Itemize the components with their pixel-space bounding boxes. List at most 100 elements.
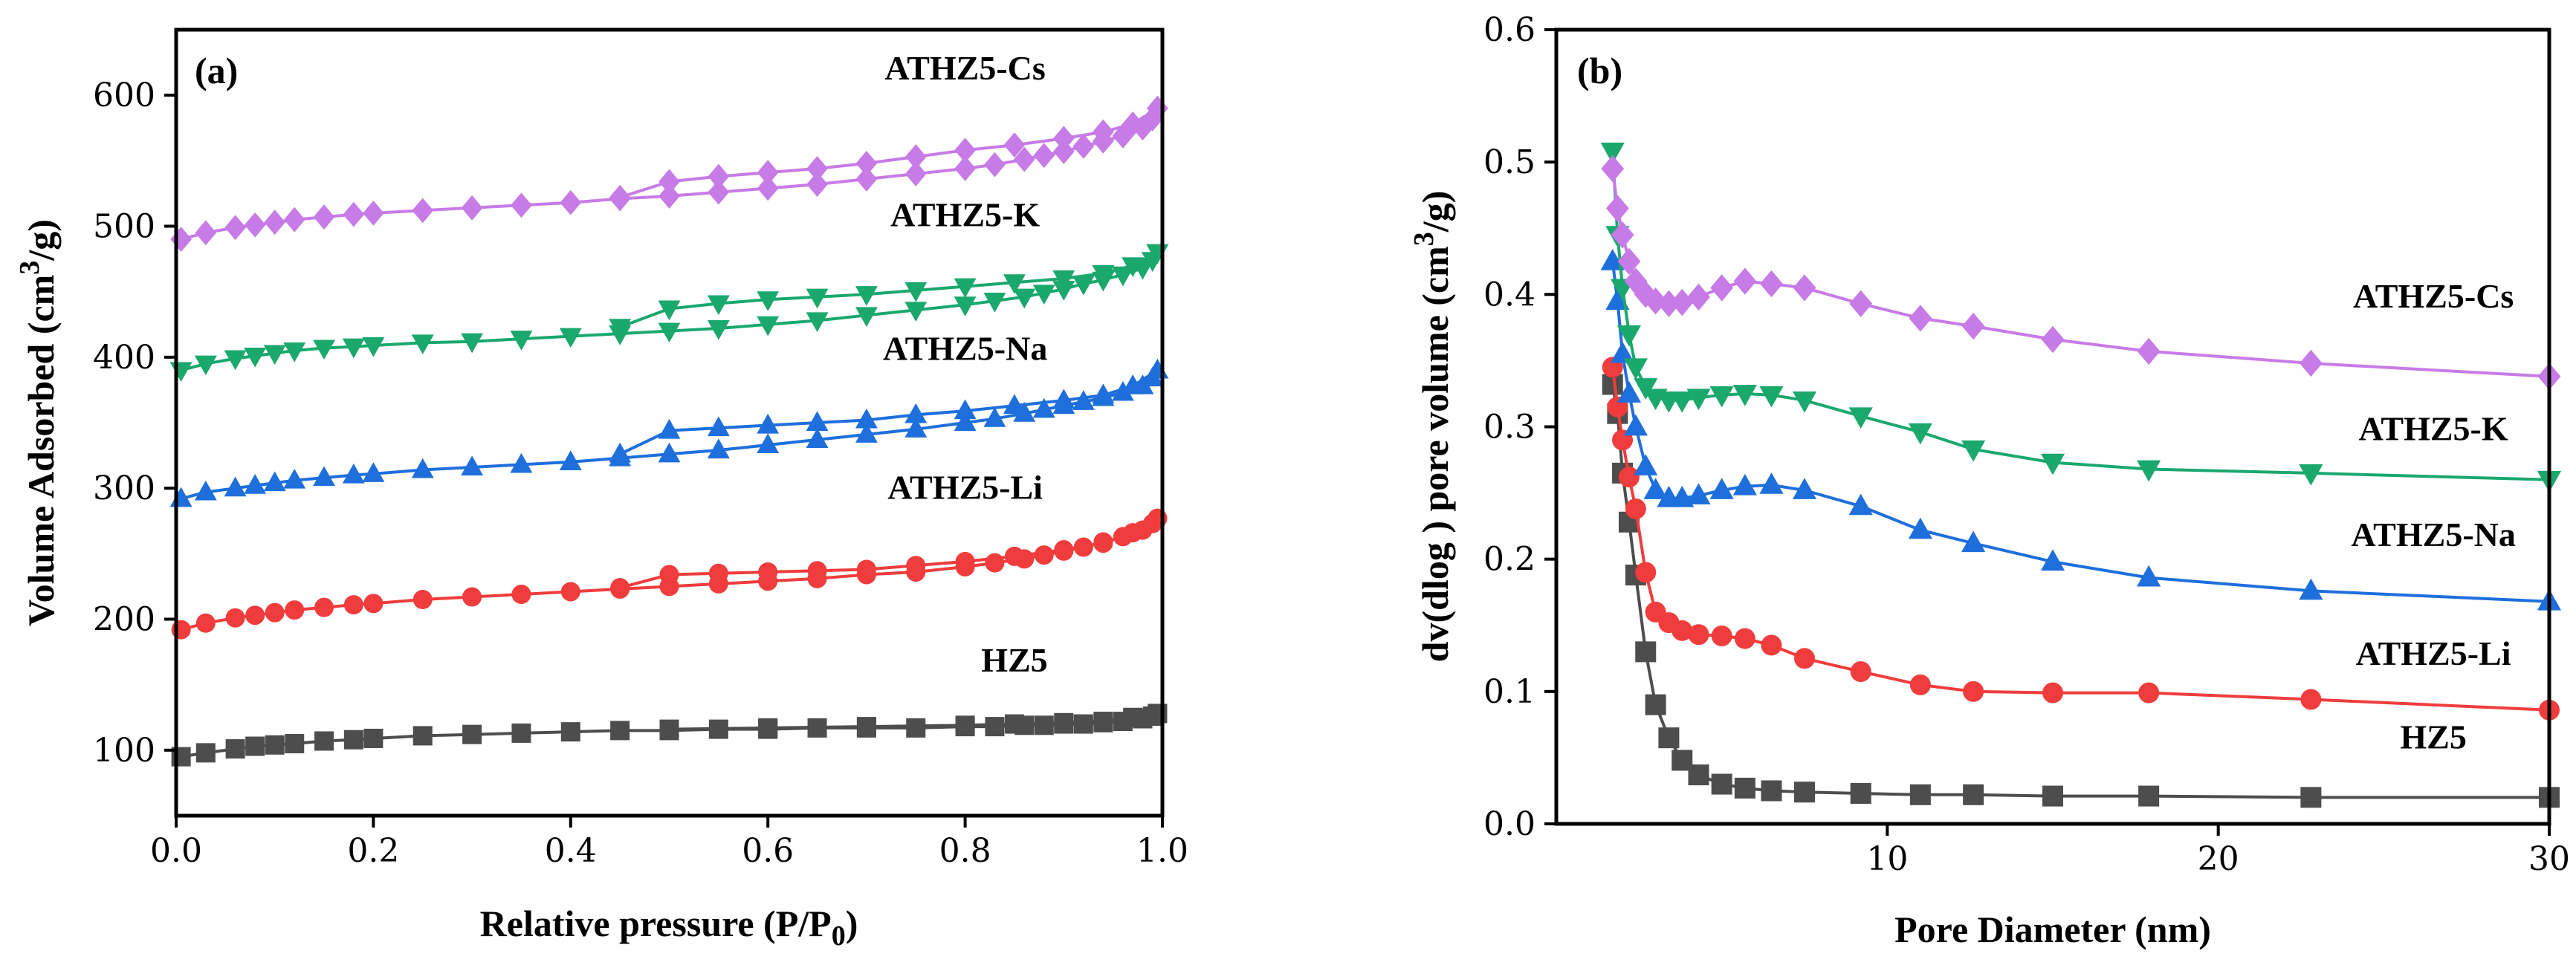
panel-a-series-hz5 <box>171 704 1168 767</box>
panel-a-series-athz5-na-adsorption-point <box>954 411 977 432</box>
panel-a-series-athz5-cs-desorption-point <box>609 184 631 210</box>
panel-a-y-tick-label: 400 <box>93 339 155 377</box>
panel-b-series-athz5-li-curve-point <box>1618 467 1640 488</box>
panel-b-series-athz5-na-curve-point <box>1792 478 1817 499</box>
panel-b-ticks: 10 20 30 0.0 0.1 0.2 0.3 0.4 0.5 0.6 <box>1483 11 2570 878</box>
panel-a-series-athz5-li-adsorption-point <box>343 595 363 615</box>
panel-b-series-hz5-curve-point <box>1963 784 1984 805</box>
panel-a-series-hz5-desorption-point <box>955 715 975 735</box>
panel-b-series-athz5-cs-curve-point <box>1601 155 1625 183</box>
panel-a-series-athz5-na-desorption-point <box>1122 374 1145 394</box>
panel-a-series-athz5-cs-adsorption-point <box>224 215 246 241</box>
panel-a-series-athz5-na-desorption-point <box>1003 394 1026 415</box>
panel-b-y-tick-label: 0.1 <box>1483 673 1535 711</box>
panel-b-series-athz5-li-curve-point <box>2042 682 2063 704</box>
panel-a-series-athz5-k-adsorption-point <box>904 302 928 322</box>
panel-b-series-athz5-k-curve-point <box>1686 389 1711 411</box>
panel-a-series-athz5-cs-adsorption-point <box>511 192 532 218</box>
panel-a-series-athz5-li-desorption-point <box>955 551 975 571</box>
panel-b-series-athz5-na-curve-point <box>1848 493 1873 516</box>
panel-a-series-athz5-cs-desorption-point <box>1003 132 1026 158</box>
panel-a-series-athz5-li-adsorption-point <box>195 613 216 633</box>
panel-b-series-hz5-curve-point <box>1850 783 1871 805</box>
panel-a-series-athz5-na-desorption-point <box>609 442 632 463</box>
panel-a-series-athz5-li-desorption-point <box>856 559 876 579</box>
panel-a-series-group <box>169 95 1169 767</box>
panel-b-series-athz5-cs-curve-point <box>1909 305 1932 332</box>
panel-a-series-hz5-adsorption-point <box>511 723 531 743</box>
panel-a-series-athz5-li-adsorption-point <box>285 600 305 620</box>
panel-b-series-athz5-li-curve-point <box>1625 498 1646 519</box>
panel-a-x-tick-label: 1.0 <box>1136 832 1188 870</box>
panel-a-series-athz5-k-desorption-point <box>855 286 878 306</box>
panel-b-series-athz5-li <box>1602 357 2560 721</box>
panel-b-series-hz5-curve-point <box>2138 785 2160 807</box>
panel-a-series-athz5-k-desorption-point <box>1122 257 1145 277</box>
panel-b-series-athz5-k-curve-point <box>1961 440 1986 462</box>
panel-a-x-tick-label: 0.6 <box>742 832 794 870</box>
panel-a-y-tick-label: 500 <box>93 208 155 246</box>
panel-b-series-hz5-curve-point <box>1711 773 1732 795</box>
panel-a-series-athz5-k-adsorption-point <box>263 345 286 365</box>
panel-a-label-athz5-li: ATHZ5-Li <box>887 468 1043 506</box>
panel-a-series-athz5-k-adsorption-point <box>559 328 582 348</box>
panel-b-series-athz5-k-curve-point <box>2137 460 2161 482</box>
panel-a-series-athz5-k-adsorption-point <box>1072 276 1095 296</box>
panel-b-y-tick-label: 0.4 <box>1483 276 1535 313</box>
panel-b-series-athz5-na-curve-point <box>1617 381 1642 403</box>
panel-a-series-athz5-na-adsorption-point <box>224 476 247 497</box>
panel-a-series-athz5-cs-desorption-point <box>1122 111 1144 137</box>
panel-b-series-hz5-curve-point <box>1761 780 1782 802</box>
panel-b-y-tick-label: 0.6 <box>1483 11 1535 49</box>
panel-a-series-athz5-na-adsorption-point <box>313 466 335 487</box>
panel-b-series-group <box>1600 143 2562 808</box>
panel-b-series-athz5-na-curve-point <box>1961 530 1986 553</box>
panel-a-series-athz5-cs-desorption-point <box>1053 126 1075 152</box>
panel-a-series-athz5-cs-adsorption-point <box>708 179 730 205</box>
panel-b-label-athz5-cs: ATHZ5-Cs <box>2353 277 2514 315</box>
panel-b-series-hz5-curve-point <box>2300 787 2322 808</box>
panel-a-series-hz5-adsorption-point <box>265 735 285 755</box>
panel-a-label-athz5-k: ATHZ5-K <box>890 196 1040 234</box>
panel-a-series-athz5-k-desorption-point <box>954 278 977 299</box>
panel-b-series-athz5-k-curve-point <box>1759 386 1784 408</box>
panel-b-series-hz5-curve-point <box>1794 782 1815 803</box>
panel-a-series-athz5-li-desorption-point <box>1054 540 1074 560</box>
panel-a-series-athz5-na-desorption-point <box>658 418 681 439</box>
panel-a-series-athz5-li-adsorption-point <box>1034 545 1054 565</box>
panel-a-x-axis-title: Relative pressure (P/P0) <box>480 903 858 952</box>
panel-a-series-athz5-na-adsorption-point <box>559 450 582 470</box>
panel-b-series-athz5-cs-curve-point <box>1961 312 1985 340</box>
panel-a-series-hz5-adsorption-point <box>610 721 630 741</box>
panel-a-series-hz5-adsorption-point <box>314 731 334 751</box>
panel-a-series-athz5-cs-desorption-point <box>658 169 680 195</box>
panel-a-series-athz5-li-adsorption-point <box>245 605 265 626</box>
panel-b-series-athz5-cs-curve-point <box>1670 288 1694 316</box>
panel-b-series-athz5-li-curve-point <box>1761 634 1782 656</box>
panel-a-series-athz5-li-adsorption-point <box>363 594 384 614</box>
panel-a-series-athz5-cs-adsorption-point <box>343 201 365 227</box>
panel-a-series-athz5-cs-desorption-point <box>708 163 730 189</box>
panel-a-series-hz5-adsorption-point <box>245 736 265 756</box>
panel-a-series-athz5-k-adsorption-point <box>411 334 434 355</box>
panel-a-series-hz5-adsorption-point <box>412 726 433 746</box>
panel-b-series-athz5-cs-curve-point <box>1710 274 1734 302</box>
panel-a-series-athz5-cs-adsorption-point <box>313 204 335 230</box>
panel-a-series-athz5-cs-adsorption-point <box>904 161 927 186</box>
panel-b-series-hz5-curve-point <box>1734 777 1755 799</box>
panel-a-series-hz5-desorption-point <box>1123 707 1143 727</box>
panel-a-series-hz5-adsorption-point <box>708 719 728 739</box>
panel-a-series-athz5-cs-adsorption-point <box>757 175 779 201</box>
panel-b-series-athz5-k-curve-point <box>2040 453 2065 475</box>
panel-a-series-athz5-na-adsorption-point <box>757 433 780 454</box>
panel-a-series-athz5-na-adsorption-point <box>983 407 1006 427</box>
panel-b-series-athz5-cs-curve-point <box>1624 267 1648 295</box>
panel-b-label-athz5-k: ATHZ5-K <box>2359 409 2508 447</box>
panel-a-series-athz5-na-adsorption-point <box>855 423 878 443</box>
panel-b-series-athz5-na-curve-point <box>2299 578 2323 600</box>
panel-a-x-tick-label: 0.8 <box>939 832 991 870</box>
panel-b-series-athz5-li-curve-point <box>1688 624 1709 646</box>
panel-b-series-hz5-curve-point <box>2042 785 2063 807</box>
panel-b-series-hz5 <box>1602 374 2560 808</box>
panel-b-series-athz5-li-curve-point <box>1635 562 1657 583</box>
